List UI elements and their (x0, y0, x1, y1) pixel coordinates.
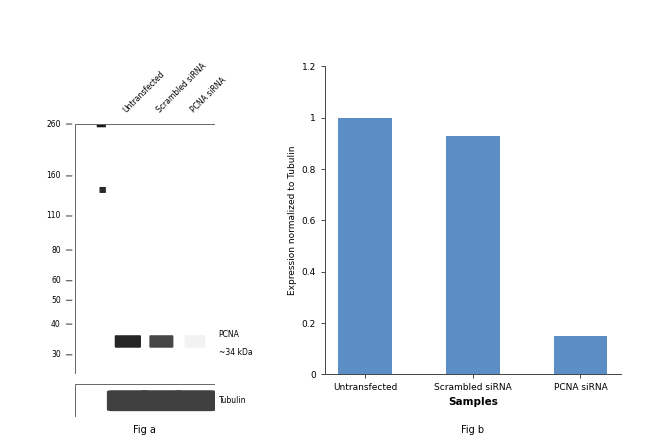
Bar (554, 336, 607, 374)
FancyBboxPatch shape (185, 335, 205, 348)
FancyBboxPatch shape (97, 120, 106, 127)
Text: 50: 50 (51, 296, 61, 305)
Text: 60: 60 (51, 276, 61, 285)
Text: PCNA siRNA: PCNA siRNA (188, 75, 228, 114)
Text: 110: 110 (46, 211, 61, 221)
Text: 80: 80 (51, 245, 61, 255)
Text: 160: 160 (46, 171, 61, 180)
Text: 260: 260 (46, 120, 61, 128)
Text: 40: 40 (51, 319, 61, 329)
FancyBboxPatch shape (114, 335, 141, 348)
Bar (339, 118, 392, 374)
Text: Fig b: Fig b (462, 425, 484, 435)
FancyBboxPatch shape (150, 335, 174, 348)
Text: 30: 30 (51, 350, 61, 359)
FancyBboxPatch shape (99, 187, 106, 193)
FancyBboxPatch shape (174, 390, 216, 411)
FancyBboxPatch shape (140, 390, 183, 411)
Text: Scrambled siRNA: Scrambled siRNA (155, 61, 208, 114)
Text: ~34 kDa: ~34 kDa (218, 348, 252, 357)
Text: PCNA: PCNA (218, 330, 240, 339)
Text: Fig a: Fig a (133, 425, 156, 435)
Y-axis label: Expression normalized to Tubulin: Expression normalized to Tubulin (289, 146, 298, 295)
Text: Tubulin: Tubulin (218, 396, 246, 405)
FancyBboxPatch shape (107, 390, 149, 411)
Text: Untransfected: Untransfected (122, 69, 166, 114)
Bar (446, 136, 500, 374)
X-axis label: Samples: Samples (448, 396, 498, 407)
